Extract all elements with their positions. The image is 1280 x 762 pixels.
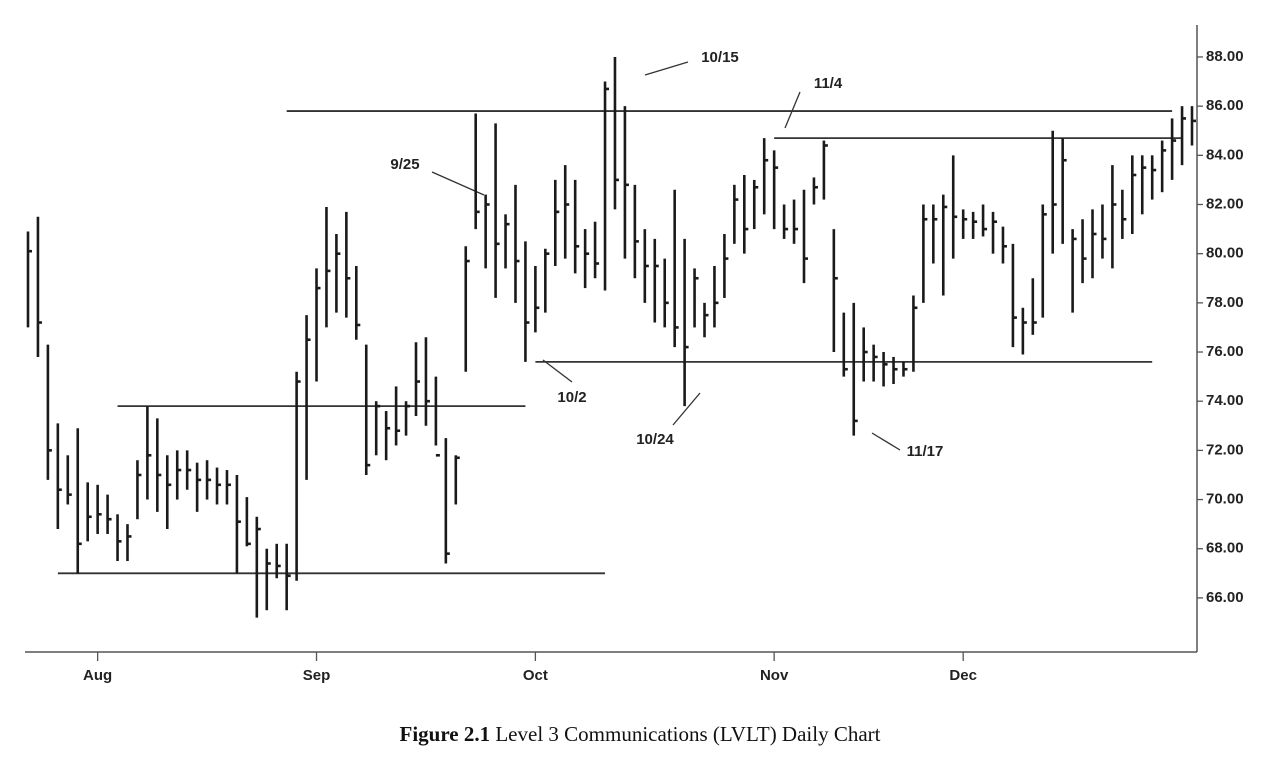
caption-label: Figure 2.1 bbox=[399, 722, 491, 746]
annotation: 9/25 bbox=[390, 156, 419, 173]
arrow bbox=[672, 392, 701, 426]
y-tick-label: 86.00 bbox=[1206, 97, 1244, 114]
annotation: 10/24 bbox=[636, 431, 674, 448]
annotation: 10/2 bbox=[557, 389, 586, 406]
y-tick-label: 72.00 bbox=[1206, 441, 1244, 458]
y-tick-label: 78.00 bbox=[1206, 294, 1244, 311]
arrow bbox=[871, 432, 901, 451]
y-tick-label: 76.00 bbox=[1206, 343, 1244, 360]
annotation-arrows bbox=[431, 61, 901, 451]
arrow bbox=[784, 91, 801, 129]
annotation: 10/15 bbox=[701, 49, 739, 66]
y-tick-label: 88.00 bbox=[1206, 48, 1244, 65]
annotation: 11/4 bbox=[814, 75, 843, 92]
y-tick-label: 70.00 bbox=[1206, 491, 1244, 508]
x-tick-label: Aug bbox=[83, 667, 112, 684]
arrow bbox=[644, 61, 689, 76]
chart: 10/15 11/4 9/25 10/2 10/24 11/17 66.00 68… bbox=[25, 25, 1244, 684]
x-tick-label: Sep bbox=[303, 667, 331, 684]
y-tick-label: 80.00 bbox=[1206, 245, 1244, 262]
y-tick-label: 82.00 bbox=[1206, 195, 1244, 212]
y-tick-label: 84.00 bbox=[1206, 146, 1244, 163]
x-tick-label: Oct bbox=[523, 667, 548, 684]
arrow bbox=[542, 359, 573, 383]
x-tick-label: Nov bbox=[760, 667, 789, 684]
y-tick-label: 66.00 bbox=[1206, 589, 1244, 606]
y-tick-label: 74.00 bbox=[1206, 392, 1244, 409]
annotation: 11/17 bbox=[907, 443, 944, 460]
caption: Figure 2.1 Level 3 Communications (LVLT)… bbox=[0, 722, 1280, 747]
y-tick-label: 68.00 bbox=[1206, 540, 1244, 557]
x-tick-label: Dec bbox=[949, 667, 977, 684]
caption-text: Level 3 Communications (LVLT) Daily Char… bbox=[495, 722, 881, 746]
